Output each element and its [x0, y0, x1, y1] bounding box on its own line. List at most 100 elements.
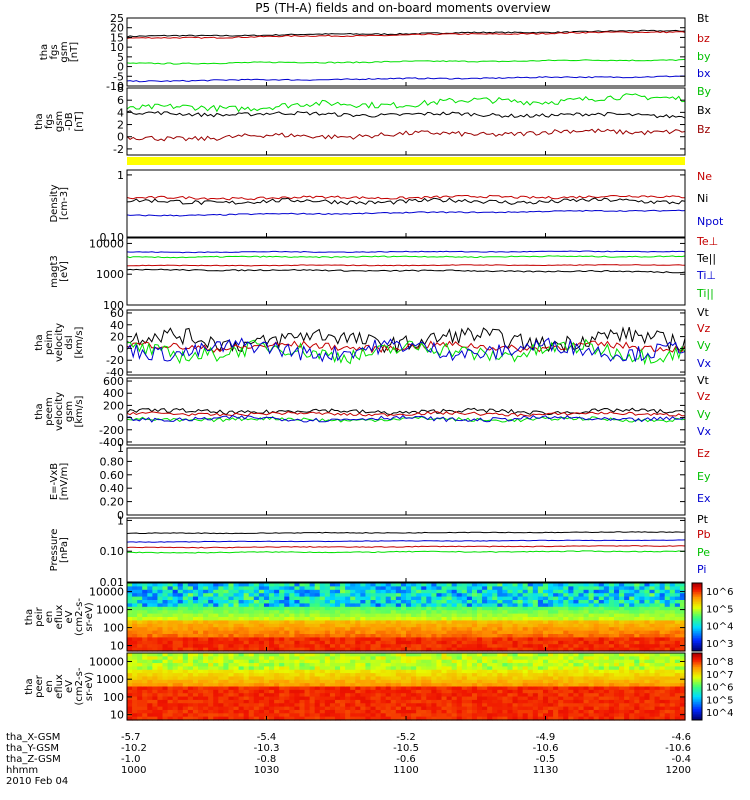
spectrogram-cell	[426, 683, 432, 688]
spectrogram-cell	[431, 709, 438, 714]
spectrogram-cell	[203, 689, 209, 694]
spectrogram-cell	[446, 627, 453, 632]
spectrogram-cell	[482, 583, 488, 587]
spectrogram-cell	[400, 586, 407, 591]
spectrogram-cell	[299, 630, 306, 635]
spectrogram-cell	[385, 713, 392, 718]
spectrogram-cell	[314, 623, 321, 628]
spectrogram-cell	[659, 663, 666, 667]
spectrogram-cell	[654, 623, 661, 628]
spectrogram-cell	[380, 637, 387, 642]
spectrogram-cell	[573, 663, 580, 667]
spectrogram-cell	[365, 716, 372, 721]
spectrogram-cell	[208, 673, 214, 678]
spectrogram-cell	[451, 709, 458, 714]
spectrogram-cell	[406, 630, 412, 635]
spectrogram-cell	[411, 666, 417, 671]
spectrogram-cell	[309, 699, 316, 704]
spectrogram-cell	[426, 676, 432, 681]
y-tick-label: -400	[99, 436, 124, 449]
spectrogram-cell	[471, 673, 478, 678]
spectrogram-cell	[674, 606, 681, 611]
spectrogram-cell	[340, 634, 346, 638]
spectrogram-cell	[390, 637, 397, 642]
spectrogram-cell	[365, 703, 372, 708]
spectrogram-cell	[588, 617, 595, 621]
spectrogram-cell	[492, 593, 498, 598]
spectrogram-cell	[152, 673, 159, 678]
spectrogram-cell	[466, 689, 473, 694]
spectrogram-cell	[258, 703, 265, 708]
spectrogram-cell	[669, 603, 676, 608]
spectrogram-cell	[360, 693, 367, 698]
spectrogram-cell	[588, 620, 595, 625]
spectrogram-cell	[329, 676, 336, 681]
legend-Ne: Ne	[697, 170, 712, 183]
spectrogram-cell	[421, 610, 427, 615]
spectrogram-cell	[182, 593, 189, 598]
spectrogram-cell	[603, 699, 610, 704]
spectrogram-cell	[238, 706, 245, 711]
spectrogram-cell	[497, 663, 503, 667]
spectrogram-cell	[451, 653, 458, 657]
spectrogram-cell	[659, 586, 666, 591]
spectrogram-cell	[436, 699, 443, 704]
spectrogram-cell	[132, 583, 138, 587]
spectrogram-cell	[664, 653, 671, 657]
spectrogram-cell	[334, 637, 341, 642]
spectrogram-cell	[659, 676, 666, 681]
spectrogram-cell	[248, 627, 255, 632]
spectrogram-cell	[142, 613, 148, 618]
spectrogram-cell	[624, 644, 630, 649]
spectrogram-cell	[537, 666, 544, 671]
spectrogram-cell	[598, 679, 605, 684]
spectrogram-cell	[629, 634, 635, 638]
spectrogram-cell	[477, 583, 483, 587]
spectrogram-cell	[568, 689, 574, 694]
spectrogram-cell	[375, 706, 382, 711]
spectrogram-cell	[355, 699, 361, 704]
spectrogram-cell	[446, 593, 453, 598]
spectrogram-cell	[466, 647, 473, 652]
spectrogram-cell	[649, 634, 656, 638]
spectrogram-cell	[198, 644, 204, 649]
spectrogram-cell	[669, 696, 676, 701]
spectrogram-cell	[558, 623, 564, 628]
spectrogram-cell	[431, 683, 438, 688]
spectrogram-cell	[502, 583, 509, 587]
spectrogram-cell	[421, 686, 427, 691]
spectrogram-cell	[603, 666, 610, 671]
spectrogram-cell	[345, 676, 351, 681]
spectrogram-cell	[127, 669, 133, 674]
colorbar-tick-label: 10^4	[706, 622, 733, 633]
spectrogram-cell	[441, 586, 448, 591]
spectrogram-cell	[137, 676, 143, 681]
spectrogram-cell	[309, 656, 316, 661]
spectrogram-cell	[406, 617, 412, 621]
spectrogram-cell	[522, 699, 529, 704]
spectrogram-cell	[132, 689, 138, 694]
spectrogram-cell	[340, 623, 346, 628]
spectrogram-cell	[613, 603, 620, 608]
spectrogram-cell	[334, 669, 341, 674]
spectrogram-cell	[568, 586, 574, 591]
spectrogram-cell	[456, 630, 463, 635]
spectrogram-cell	[360, 647, 367, 652]
spectrogram-cell	[573, 709, 580, 714]
series-Pt-line	[126, 531, 686, 535]
spectrogram-cell	[583, 659, 590, 664]
spectrogram-cell	[598, 666, 605, 671]
spectrogram-cell	[456, 666, 463, 671]
spectrogram-cell	[238, 644, 245, 649]
spectrogram-cell	[329, 693, 336, 698]
spectrogram-cell	[157, 699, 164, 704]
spectrogram-cell	[284, 644, 290, 649]
spectrogram-cell	[192, 603, 199, 608]
spectrogram-cell	[213, 663, 219, 667]
spectrogram-cell	[542, 606, 549, 611]
spectrogram-cell	[253, 583, 260, 587]
spectrogram-cell	[416, 683, 422, 688]
spectrogram-cell	[497, 617, 503, 621]
colorbar-step	[692, 698, 702, 701]
spectrogram-cell	[340, 593, 346, 598]
